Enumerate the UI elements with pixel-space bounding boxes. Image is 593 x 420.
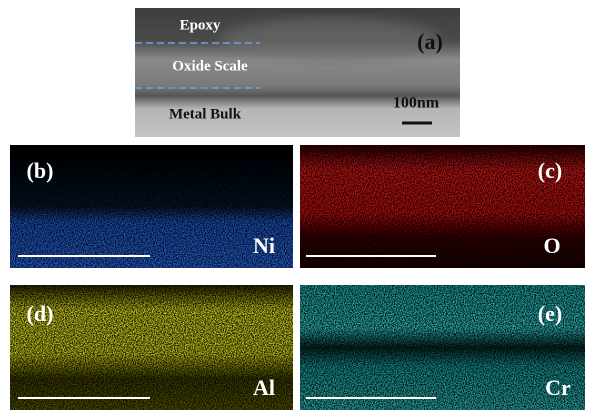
scale-label: 100nm [393,95,440,112]
panel-d: (d) Al [10,285,293,410]
element-map [10,285,293,410]
element-map [300,145,585,268]
element-map [10,145,293,268]
annotation: Metal Bulk [169,106,242,122]
element-label: O [543,233,560,258]
panel-label: (c) [538,158,562,183]
panel-label: (d) [27,301,54,326]
panel-c: (c) O [300,145,585,268]
texture [220,18,440,62]
element-label: Ni [253,233,275,258]
panel-label: (b) [27,158,54,183]
element-label: Al [253,375,275,400]
panel-a: Epoxy Oxide Scale Metal Bulk (a) 100nm [135,8,460,137]
panel-e: (e) Cr [300,285,585,410]
annotation: Oxide Scale [172,58,248,74]
element-label: Cr [545,375,571,400]
panel-label: (a) [417,29,443,54]
panel-b: (b) Ni [10,145,293,268]
panel-label: (e) [538,301,562,326]
element-map [300,285,585,410]
annotation: Epoxy [180,17,221,33]
